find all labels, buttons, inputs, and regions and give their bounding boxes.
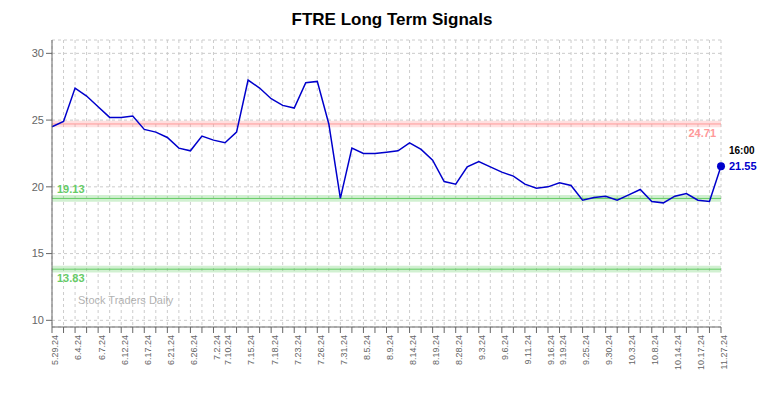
svg-text:25: 25 [32,114,44,126]
svg-text:8.19.24: 8.19.24 [431,335,441,365]
svg-text:15: 15 [32,247,44,259]
svg-text:6.21.24: 6.21.24 [166,335,176,365]
svg-text:5.29.24: 5.29.24 [50,335,60,365]
svg-text:30: 30 [32,47,44,59]
svg-text:20: 20 [32,181,44,193]
svg-text:7.10.24: 7.10.24 [223,335,233,365]
svg-text:9.6.24: 9.6.24 [500,335,510,360]
svg-text:21.55: 21.55 [729,160,757,172]
svg-text:9.19.24: 9.19.24 [558,335,568,365]
svg-text:9.3.24: 9.3.24 [477,335,487,360]
svg-text:6.17.24: 6.17.24 [143,335,153,365]
svg-text:8.14.24: 8.14.24 [408,335,418,365]
html-text:FTRE Long Term Signals: FTRE Long Term Signals [291,10,493,29]
svg-text:10: 10 [32,314,44,326]
svg-text:6.4.24: 6.4.24 [73,335,83,360]
svg-text:7.15.24: 7.15.24 [246,335,256,365]
svg-text:6.7.24: 6.7.24 [97,335,107,360]
svg-text:8.5.24: 8.5.24 [362,335,372,360]
svg-text:6.12.24: 6.12.24 [120,335,130,365]
svg-text:10.17.24: 10.17.24 [696,335,706,370]
svg-text:24.71: 24.71 [688,127,716,139]
svg-text:7.26.24: 7.26.24 [316,335,326,365]
svg-text:7.31.24: 7.31.24 [339,335,349,365]
svg-text:9.11.24: 9.11.24 [523,335,533,364]
svg-text:19.13: 19.13 [57,183,85,195]
svg-text:7.2.24: 7.2.24 [212,335,222,360]
svg-text:13.83: 13.83 [57,272,85,284]
svg-text:8.9.24: 8.9.24 [385,335,395,360]
svg-text:7.18.24: 7.18.24 [270,335,280,365]
html-text:Stock Traders Daily: Stock Traders Daily [78,294,174,306]
svg-text:9.16.24: 9.16.24 [546,335,556,365]
svg-text:16:00: 16:00 [729,145,755,156]
svg-text:6.26.24: 6.26.24 [189,335,199,365]
svg-text:8.28.24: 8.28.24 [454,335,464,365]
svg-text:9.25.24: 9.25.24 [581,335,591,365]
svg-text:10.3.24: 10.3.24 [627,335,637,365]
svg-text:10.14.24: 10.14.24 [673,335,683,370]
svg-text:9.30.24: 9.30.24 [604,335,614,365]
svg-text:7.23.24: 7.23.24 [293,335,303,365]
svg-text:11.27.24: 11.27.24 [719,335,729,369]
svg-text:10.8.24: 10.8.24 [650,335,660,365]
